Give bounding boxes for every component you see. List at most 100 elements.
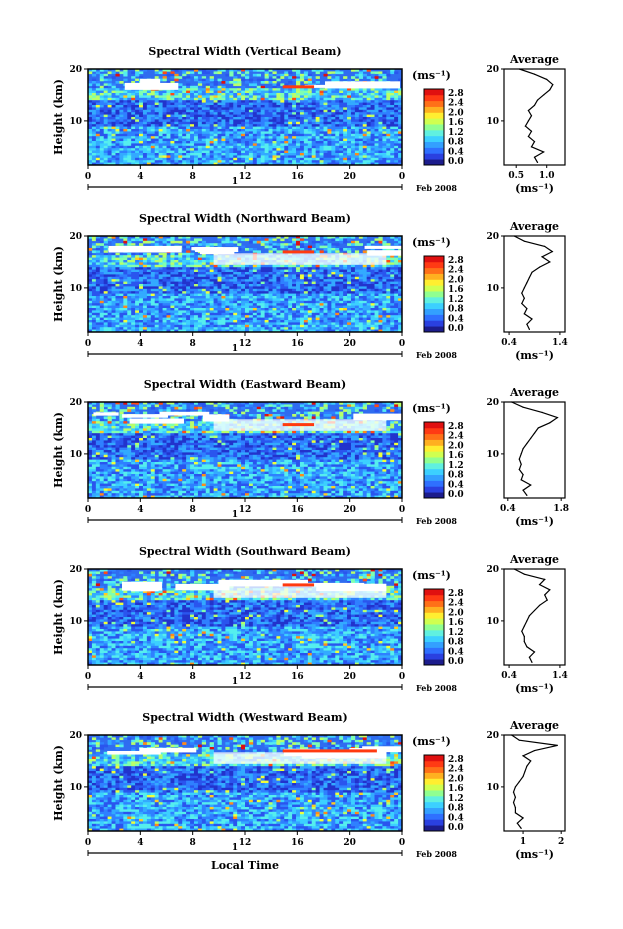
day-label: 1 xyxy=(232,677,238,687)
colorbar-segment xyxy=(424,659,444,666)
colorbar-unit: (ms⁻¹) xyxy=(412,402,451,415)
average-y-tick-label: 20 xyxy=(486,565,499,575)
average-profile-point xyxy=(518,468,520,471)
heatmap-gap xyxy=(213,586,387,598)
average-profile-point xyxy=(551,250,553,253)
colorbar-tick-label: 0.8 xyxy=(448,638,464,648)
x-axis-label: Local Time xyxy=(211,859,279,872)
heatmap-gap xyxy=(175,583,230,591)
colorbar-tick-label: 0.0 xyxy=(448,157,464,167)
average-profile-point xyxy=(511,734,513,736)
colorbar-frame xyxy=(423,588,445,666)
x-tick-label: 0 xyxy=(399,172,405,182)
average-x-tick-label: 1.4 xyxy=(552,671,568,681)
y-tick-label: 10 xyxy=(69,117,82,127)
chart-title: Spectral Width (Northward Beam) xyxy=(139,212,351,225)
average-x-tick-label: 0.4 xyxy=(501,338,517,348)
heatmap-gap xyxy=(353,413,402,421)
colorbar-segment xyxy=(424,813,444,820)
average-profile-point xyxy=(530,760,532,762)
colorbar-tick-label: 2.4 xyxy=(448,599,464,609)
colorbar-segment xyxy=(424,100,444,107)
colorbar-segment xyxy=(424,124,444,131)
colorbar-segment xyxy=(424,600,444,607)
average-profile-point xyxy=(530,115,533,117)
average-profile-point xyxy=(527,109,530,112)
colorbar-segment xyxy=(424,291,444,298)
average-profile-point xyxy=(511,401,513,403)
y-axis-label: Height (km) xyxy=(52,745,65,821)
chart-panel-0: Spectral Width (Vertical Beam)1020Height… xyxy=(52,45,566,195)
average-y-tick-label: 10 xyxy=(486,117,499,127)
average-x-tick-label: 1.0 xyxy=(539,171,555,181)
colorbar-segment xyxy=(424,480,444,487)
average-profile-point xyxy=(522,474,524,476)
average-profile-point xyxy=(541,256,543,258)
average-profile-point xyxy=(522,817,524,819)
x-tick-label: 12 xyxy=(239,672,252,682)
average-profile-point xyxy=(518,739,520,741)
average-profile-point xyxy=(544,594,546,596)
x-tick-label: 16 xyxy=(291,172,304,182)
average-profile-point xyxy=(526,646,528,648)
colorbar-segment xyxy=(424,790,444,797)
average-x-tick-label: 2 xyxy=(558,837,564,847)
average-profile-point xyxy=(524,125,526,127)
chart-panel-1: Spectral Width (Northward Beam)1020Heigh… xyxy=(52,212,568,362)
x-tick-label: 8 xyxy=(190,172,196,182)
x-tick-label: 20 xyxy=(343,672,356,682)
average-profile-point xyxy=(544,245,546,247)
colorbar-tick-label: 0.0 xyxy=(448,324,464,334)
average-profile-point xyxy=(526,765,528,767)
average-profile-point xyxy=(516,822,518,824)
colorbar-segment xyxy=(424,492,444,499)
colorbar-segment xyxy=(424,784,444,791)
average-profile-point xyxy=(522,489,524,491)
colorbar-tick-label: 0.8 xyxy=(448,138,464,148)
average-profile-point xyxy=(527,135,530,138)
colorbar-segment xyxy=(424,760,444,768)
average-profile-point xyxy=(523,297,525,299)
colorbar-tick-label: 0.0 xyxy=(448,823,464,833)
x-tick-label: 0 xyxy=(85,672,91,682)
colorbar-segment xyxy=(424,118,444,125)
average-title: Average xyxy=(509,553,559,566)
colorbar-segment xyxy=(424,486,444,493)
colorbar-tick-label: 0.8 xyxy=(448,804,464,814)
colorbar-segment xyxy=(424,807,444,814)
colorbar-tick-label: 1.6 xyxy=(448,784,464,794)
average-profile-point xyxy=(538,266,541,268)
colorbar-segment xyxy=(424,755,444,762)
average-profile-point xyxy=(552,83,554,86)
average-profile-point xyxy=(549,589,551,591)
average-y-tick-label: 20 xyxy=(486,731,499,741)
heatmap-gap xyxy=(139,747,197,753)
average-profile-point xyxy=(531,318,533,320)
y-tick-label: 20 xyxy=(69,565,82,575)
x-tick-label: 16 xyxy=(291,838,304,848)
average-profile-point xyxy=(528,656,531,658)
colorbar-segment xyxy=(424,457,444,464)
colorbar-segment xyxy=(424,778,444,785)
average-profile-point xyxy=(533,609,536,612)
colorbar-tick-label: 0.4 xyxy=(448,314,464,324)
average-profile-point xyxy=(528,328,531,331)
colorbar-segment xyxy=(424,624,444,631)
chart-title: Spectral Width (Westward Beam) xyxy=(142,711,347,724)
colorbar-tick-label: 1.6 xyxy=(448,118,464,128)
colorbar-segment xyxy=(424,296,444,304)
heatmap-streak xyxy=(282,749,377,753)
average-profile-point xyxy=(533,432,536,434)
average-title: Average xyxy=(509,386,559,399)
x-tick-label: 20 xyxy=(343,172,356,182)
colorbar-unit: (ms⁻¹) xyxy=(412,569,451,582)
average-profile-point xyxy=(527,120,530,122)
colorbar-segment xyxy=(424,279,444,286)
day-label: 1 xyxy=(232,344,238,354)
colorbar-segment xyxy=(424,451,444,458)
heatmap-gap xyxy=(191,247,223,251)
average-y-tick-label: 20 xyxy=(486,232,499,242)
average-profile-point xyxy=(538,583,541,586)
colorbar-segment xyxy=(424,433,444,440)
y-axis-label: Height (km) xyxy=(52,412,65,488)
